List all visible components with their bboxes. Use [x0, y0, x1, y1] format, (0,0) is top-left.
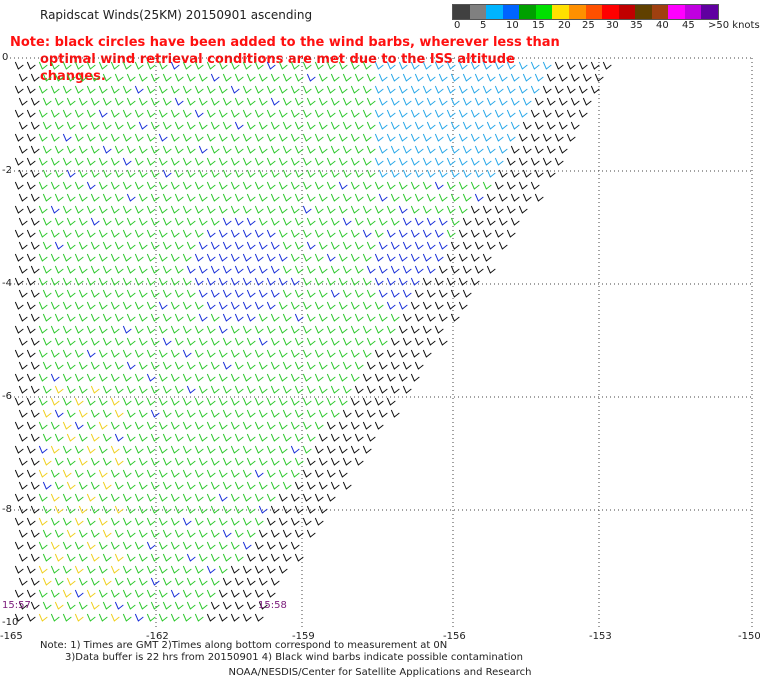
longitude-label: -156	[443, 631, 466, 642]
legend-swatch	[701, 5, 718, 19]
legend-label: 0	[454, 20, 461, 31]
legend-swatch	[552, 5, 569, 19]
legend-label: >50 knots	[708, 20, 760, 31]
longitude-label: -165	[0, 631, 23, 642]
latitude-label: -4	[2, 278, 12, 289]
wind-barb-group	[14, 61, 612, 622]
legend-label: 45	[682, 20, 695, 31]
latitude-label: -8	[2, 504, 12, 515]
note-line-1: Note: black circles have been added to t…	[10, 35, 560, 50]
credit-line: NOAA/NESDIS/Center for Satellite Applica…	[228, 667, 532, 678]
legend-label: 30	[606, 20, 619, 31]
legend-swatch	[585, 5, 603, 19]
time-label-start: 15:57	[2, 600, 31, 611]
contamination-note: Note: black circles have been added to t…	[10, 34, 570, 85]
legend-label: 20	[558, 20, 571, 31]
footnote-line-1: Note: 1) Times are GMT 2)Times along bot…	[40, 640, 448, 651]
legend-swatch	[486, 5, 503, 19]
legend-swatch	[651, 5, 669, 19]
longitude-label: -159	[292, 631, 315, 642]
legend-swatch	[568, 5, 586, 19]
map-title: Rapidscat Winds(25KM) 20150901 ascending	[40, 8, 313, 22]
latitude-label: -10	[2, 617, 19, 628]
legend-swatch	[635, 5, 652, 19]
legend-swatch	[502, 5, 520, 19]
longitude-label: -153	[589, 631, 612, 642]
latitude-label: -6	[2, 391, 12, 402]
legend-labels: 0 5 10 15 20 25 30 35 40 45 >50 knots	[452, 20, 760, 34]
wind-barb-group	[374, 61, 552, 178]
legend-label: 15	[532, 20, 545, 31]
legend-swatch	[519, 5, 536, 19]
wind-barbs	[14, 61, 612, 622]
legend-label: 40	[656, 20, 669, 31]
longitude-label: -150	[738, 631, 760, 642]
latitude-label: 0	[2, 52, 9, 63]
latitude-label: -2	[2, 165, 12, 176]
legend-swatch	[668, 5, 685, 19]
legend-swatch	[453, 5, 470, 19]
legend-swatch	[469, 5, 487, 19]
legend-label: 25	[582, 20, 595, 31]
footnote-line-2: 3)Data buffer is 22 hrs from 20150901 4)…	[65, 652, 523, 663]
longitude-label: -162	[146, 631, 169, 642]
note-line-2: optimal wind retrieval conditions are me…	[40, 52, 515, 84]
wind-speed-legend	[452, 4, 719, 20]
legend-label: 5	[480, 20, 487, 31]
legend-swatch	[684, 5, 702, 19]
legend-swatch	[535, 5, 553, 19]
wind-barb-field	[10, 57, 753, 630]
legend-swatch	[618, 5, 636, 19]
wind-barb-group	[38, 385, 124, 622]
wind-barb-group	[38, 61, 484, 622]
legend-swatch	[602, 5, 619, 19]
time-label-end: 15:58	[258, 600, 287, 611]
wind-barb-group	[38, 61, 492, 622]
legend-label: 35	[630, 20, 643, 31]
footnote: Note: 1) Times are GMT 2)Times along bot…	[40, 640, 523, 664]
legend-label: 10	[506, 20, 519, 31]
wind-map-plot	[10, 57, 753, 630]
